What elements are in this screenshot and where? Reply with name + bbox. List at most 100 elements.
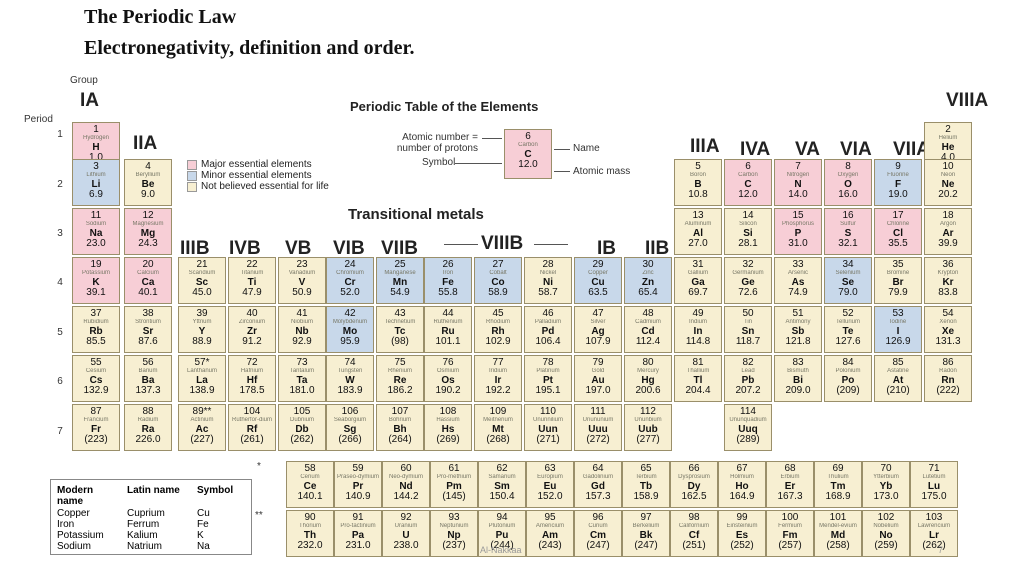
element-symbol: S	[844, 228, 852, 239]
element-name: Bismuth	[787, 368, 809, 374]
element-symbol: Pa	[351, 530, 365, 541]
element-name: Holmium	[730, 474, 754, 480]
period-number: 3	[57, 228, 63, 239]
atomic-mass: 207.2	[735, 385, 761, 396]
element-symbol: F	[894, 179, 902, 190]
atomic-mass: 95.9	[340, 336, 360, 347]
atomic-mass: (264)	[388, 434, 412, 445]
element-symbol: Hf	[246, 375, 258, 386]
element-cell: 111 Unununium Uuu (272)	[574, 404, 622, 451]
element-cell: 53 Iodine I 126.9	[874, 306, 922, 353]
element-cell: 48 Cadmium Cd 112.4	[624, 306, 672, 353]
element-cell: 28 Nickel Ni 58.7	[524, 257, 572, 304]
legend-item-none: Not believed essential for life	[187, 181, 329, 192]
atomic-mass: (98)	[391, 336, 409, 347]
element-cell: 25 Manganese Mn 54.9	[376, 257, 424, 304]
element-name: Copper	[588, 270, 608, 276]
atomic-mass: (251)	[682, 540, 706, 551]
element-symbol: Md	[830, 530, 846, 541]
atomic-number: 6	[745, 161, 751, 172]
element-symbol: Sc	[195, 277, 209, 288]
atomic-number: 30	[642, 259, 654, 270]
element-name: Cesium	[85, 368, 107, 374]
element-symbol: Uub	[638, 424, 658, 435]
atomic-mass: 231.0	[345, 540, 371, 551]
element-name: Osmium	[436, 368, 460, 374]
element-symbol: Co	[491, 277, 505, 288]
element-symbol: Fr	[91, 424, 101, 435]
atomic-number: 71	[928, 463, 940, 474]
group-label-VA: VA	[795, 139, 820, 160]
element-symbol: Cf	[688, 530, 700, 541]
element-cell: 65 Terbium Tb 158.9	[622, 461, 670, 508]
atomic-mass: (262)	[922, 540, 946, 551]
element-symbol: Ne	[941, 179, 955, 190]
element-name: Helium	[938, 135, 958, 141]
element-cell: 97 Berkelium Bk (247)	[622, 510, 670, 557]
element-cell: 30 Zinc Zn 65.4	[624, 257, 672, 304]
element-name: Selenium	[835, 270, 861, 276]
element-name: Dubnium	[289, 417, 314, 423]
element-symbol: Ba	[141, 375, 155, 386]
atomic-mass: 190.2	[435, 385, 461, 396]
atomic-mass: 83.8	[938, 287, 958, 298]
atomic-mass: 101.1	[435, 336, 461, 347]
element-name: Iridium	[488, 368, 507, 374]
element-symbol: Lu	[927, 481, 941, 492]
atomic-number: 61	[448, 463, 460, 474]
element-name: Neo-dymium	[388, 474, 423, 480]
atomic-mass: (210)	[886, 385, 910, 396]
atomic-number: 96	[592, 512, 604, 523]
period-number: 2	[57, 179, 63, 190]
group-label-VIB: VIB	[333, 238, 365, 259]
element-cell: 8 Oxygen O 16.0	[824, 159, 872, 206]
atomic-mass: 54.9	[390, 287, 410, 298]
atomic-mass: 23.0	[86, 238, 106, 249]
element-name: Barium	[138, 368, 158, 374]
atomic-mass: 232.0	[297, 540, 323, 551]
element-name: Zinc	[642, 270, 654, 276]
element-symbol: Hs	[441, 424, 455, 435]
element-name: Hafnium	[240, 368, 264, 374]
element-cell: 92 Uranium U 238.0	[382, 510, 430, 557]
element-cell: 45 Rhodium Rh 102.9	[474, 306, 522, 353]
atomic-mass: (262)	[290, 434, 314, 445]
element-cell: 5 Boron B 10.8	[674, 159, 722, 206]
atomic-number: 40	[246, 308, 258, 319]
atomic-mass: 39.9	[938, 238, 958, 249]
atomic-mass: 52.0	[340, 287, 360, 298]
element-name: Neptunium	[439, 523, 469, 529]
atomic-number: 92	[400, 512, 412, 523]
element-name: Palladium	[534, 319, 562, 325]
element-cell: 84 Polonium Po (209)	[824, 355, 872, 402]
element-name: Lutetium	[922, 474, 946, 480]
atomic-mass: 102.9	[485, 336, 511, 347]
element-name: Francium	[83, 417, 109, 423]
element-cell: 114 Ununquadium Uuq (289)	[724, 404, 772, 451]
atomic-number: 90	[304, 512, 316, 523]
atomic-mass: 40.1	[138, 287, 158, 298]
element-symbol: Pb	[741, 375, 755, 386]
element-name: Potassium	[81, 270, 110, 276]
element-cell: 83 Bismuth Bi 209.0	[774, 355, 822, 402]
element-symbol: Al	[693, 228, 703, 239]
element-symbol: Bk	[639, 530, 653, 541]
atomic-number: 72	[246, 357, 258, 368]
atomic-mass: 238.0	[393, 540, 419, 551]
atomic-mass: 140.1	[297, 491, 323, 502]
atomic-number: 85	[892, 357, 904, 368]
atomic-mass: (289)	[736, 434, 760, 445]
element-cell: 93 Neptunium Np (237)	[430, 510, 478, 557]
element-symbol: Rn	[941, 375, 955, 386]
atomic-mass: 19.0	[888, 189, 908, 200]
element-symbol: Xe	[941, 326, 955, 337]
atomic-number: 100	[781, 512, 799, 523]
element-name: Gadolinium	[582, 474, 614, 480]
atomic-number: 73	[296, 357, 308, 368]
atomic-number: 12	[142, 210, 154, 221]
element-cell: 13 Aluminum Al 27.0	[674, 208, 722, 255]
period-number: 1	[57, 129, 63, 140]
element-cell: 52 Tellurium Te 127.6	[824, 306, 872, 353]
element-name: Plutonium	[488, 523, 516, 529]
legend-swatch-minor	[187, 170, 197, 181]
